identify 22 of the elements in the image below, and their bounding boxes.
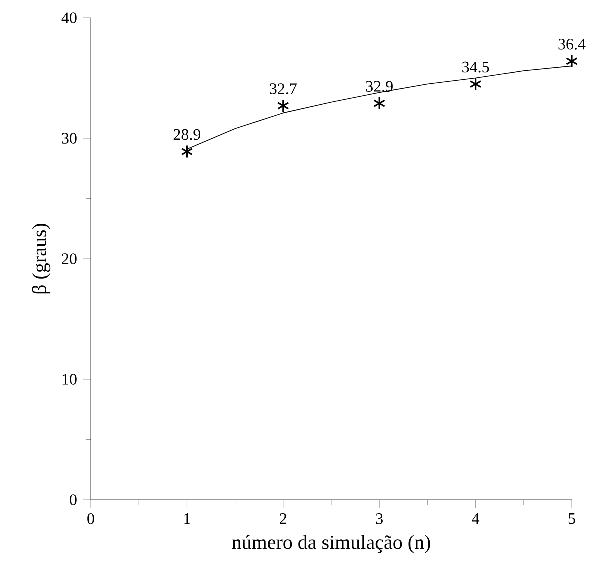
y-axis-title: β (graus): [32, 224, 51, 294]
x-tick-label: 1: [184, 514, 190, 524]
y-tick-label: 30: [62, 133, 77, 144]
y-tick-label: 20: [62, 254, 77, 264]
x-tick-label: 4: [472, 514, 480, 524]
y-tick-label: 0: [70, 494, 77, 506]
data-label: 32.9: [366, 81, 393, 92]
data-label: 28.9: [174, 129, 201, 140]
x-tick-label: 0: [88, 514, 94, 524]
point: [374, 96, 386, 110]
x-tick-label: 2: [280, 514, 287, 524]
x-tick-label: 5: [568, 514, 576, 524]
data-label: 34.5: [462, 62, 490, 73]
point: [277, 99, 290, 113]
point: [470, 77, 482, 92]
x-axis-title: número da simulação (n): [232, 535, 430, 554]
data-label: 36.4: [558, 39, 586, 50]
y-tick-label: 10: [62, 374, 77, 385]
y-tick-label: 40: [62, 12, 77, 24]
point: [181, 144, 194, 159]
data-label: 32.7: [270, 84, 297, 94]
x-tick-label: 3: [376, 514, 383, 524]
